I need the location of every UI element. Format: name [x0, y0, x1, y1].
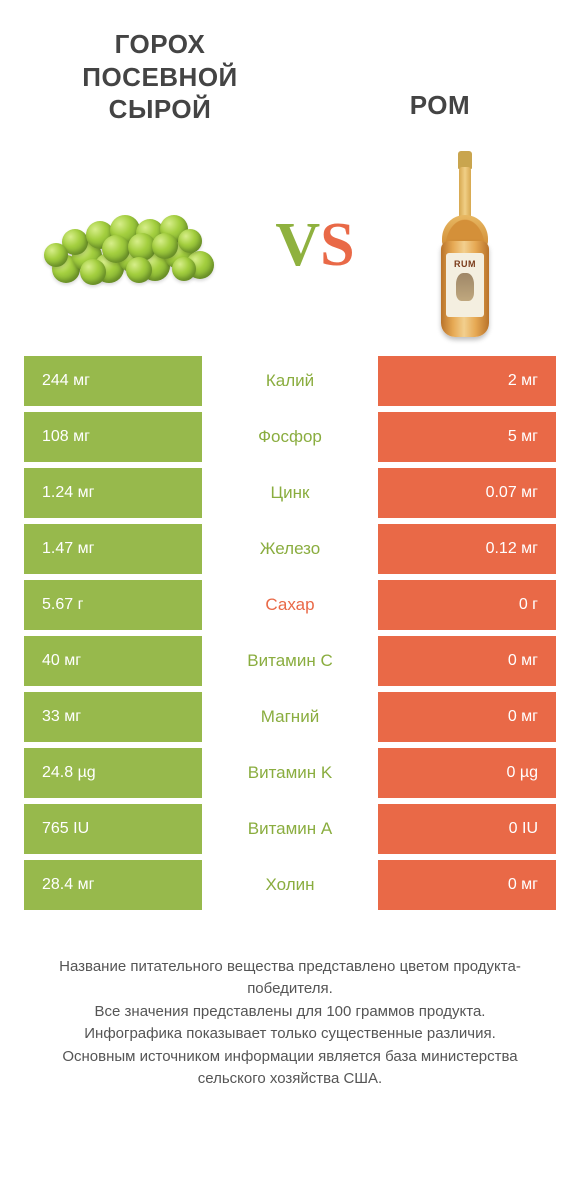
product-left-title: ГОРОХ ПОСЕВНОЙ СЫРОЙ: [40, 28, 280, 126]
pea-icon: [178, 229, 202, 253]
vs-v: V: [275, 211, 320, 279]
table-row: 108 мгФосфор5 мг: [24, 412, 556, 462]
pea-icon: [152, 233, 178, 259]
bottle-image: RUM: [400, 151, 530, 341]
vs-s: S: [320, 211, 354, 279]
value-right: 0 мг: [378, 692, 556, 742]
nutrient-name: Цинк: [202, 468, 378, 518]
header: ГОРОХ ПОСЕВНОЙ СЫРОЙ РОМ: [0, 0, 580, 136]
table-row: 244 мгКалий2 мг: [24, 356, 556, 406]
value-right: 0.07 мг: [378, 468, 556, 518]
pea-icon: [172, 257, 196, 281]
pea-icon: [126, 257, 152, 283]
pea-icon: [44, 243, 68, 267]
nutrient-name: Витамин K: [202, 748, 378, 798]
footer-line: Название питательного вещества представл…: [30, 956, 550, 1001]
nutrient-name: Железо: [202, 524, 378, 574]
value-right: 0 µg: [378, 748, 556, 798]
table-row: 1.47 мгЖелезо0.12 мг: [24, 524, 556, 574]
value-right: 0 мг: [378, 860, 556, 910]
product-right-title: РОМ: [340, 28, 540, 126]
footer-line: Все значения представлены для 100 граммо…: [30, 1001, 550, 1024]
table-row: 40 мгВитамин C0 мг: [24, 636, 556, 686]
pea-icon: [80, 259, 106, 285]
footer-line: Основным источником информации является …: [30, 1046, 550, 1091]
value-left: 33 мг: [24, 692, 202, 742]
nutrient-name: Магний: [202, 692, 378, 742]
nutrient-name: Фосфор: [202, 412, 378, 462]
nutrient-name: Витамин A: [202, 804, 378, 854]
table-row: 28.4 мгХолин0 мг: [24, 860, 556, 910]
value-left: 40 мг: [24, 636, 202, 686]
value-left: 108 мг: [24, 412, 202, 462]
comparison-table: 244 мгКалий2 мг 108 мгФосфор5 мг 1.24 мгЦи…: [0, 356, 580, 910]
table-row: 765 IUВитамин A0 IU: [24, 804, 556, 854]
table-row: 5.67 гСахар0 г: [24, 580, 556, 630]
vs-label: VS: [275, 210, 354, 281]
value-left: 1.24 мг: [24, 468, 202, 518]
nutrient-name: Сахар: [202, 580, 378, 630]
value-left: 765 IU: [24, 804, 202, 854]
value-left: 244 мг: [24, 356, 202, 406]
bottle-label-text: RUM: [454, 259, 476, 269]
table-row: 1.24 мгЦинк0.07 мг: [24, 468, 556, 518]
footer-line: Инфографика показывает только существенн…: [30, 1023, 550, 1046]
nutrient-name: Холин: [202, 860, 378, 910]
value-right: 0 мг: [378, 636, 556, 686]
images-row: VS RUM: [0, 136, 580, 356]
value-left: 5.67 г: [24, 580, 202, 630]
value-right: 5 мг: [378, 412, 556, 462]
value-right: 2 мг: [378, 356, 556, 406]
value-right: 0.12 мг: [378, 524, 556, 574]
value-left: 1.47 мг: [24, 524, 202, 574]
footer-notes: Название питательного вещества представл…: [0, 916, 580, 1091]
value-right: 0 г: [378, 580, 556, 630]
value-left: 28.4 мг: [24, 860, 202, 910]
pea-icon: [102, 235, 130, 263]
value-right: 0 IU: [378, 804, 556, 854]
peas-image: [30, 191, 230, 301]
table-row: 24.8 µgВитамин K0 µg: [24, 748, 556, 798]
table-row: 33 мгМагний0 мг: [24, 692, 556, 742]
nutrient-name: Витамин C: [202, 636, 378, 686]
value-left: 24.8 µg: [24, 748, 202, 798]
bottle-label: RUM: [446, 253, 484, 317]
nutrient-name: Калий: [202, 356, 378, 406]
